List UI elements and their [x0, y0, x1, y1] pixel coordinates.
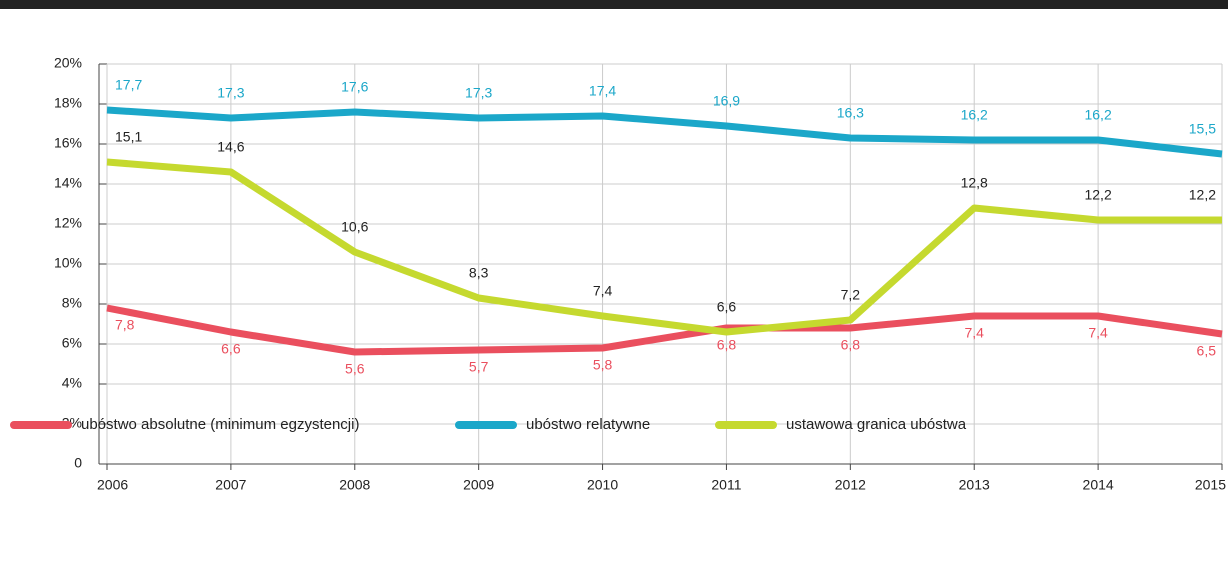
y-tick-label: 0 [74, 455, 82, 471]
x-tick-label: 2008 [339, 477, 370, 493]
data-label: 17,6 [341, 79, 368, 95]
legend-label: ustawowa granica ubóstwa [786, 416, 967, 433]
data-label: 16,2 [961, 107, 988, 123]
data-label: 10,6 [341, 219, 368, 235]
data-label: 15,1 [115, 129, 142, 145]
series-line [106, 158, 1222, 336]
data-label: 6,6 [221, 341, 241, 357]
y-tick-label: 4% [62, 375, 82, 391]
data-label: 12,8 [961, 175, 988, 191]
data-label: 7,4 [593, 283, 613, 299]
x-tick-label: 2007 [215, 477, 246, 493]
x-tick-label: 2013 [959, 477, 990, 493]
data-label: 12,2 [1084, 187, 1111, 203]
x-tick-label: 2012 [835, 477, 866, 493]
data-label: 6,8 [717, 337, 737, 353]
data-label: 5,7 [469, 359, 489, 375]
data-label: 6,6 [717, 299, 737, 315]
series-line [106, 304, 1223, 356]
y-tick-label: 20% [54, 55, 82, 71]
data-label: 12,2 [1189, 187, 1216, 203]
y-tick-label: 8% [62, 295, 82, 311]
x-tick-label: 2010 [587, 477, 618, 493]
legend-label: ubóstwo relatywne [526, 416, 650, 433]
data-label: 14,6 [217, 139, 244, 155]
x-tick-label: 2009 [463, 477, 494, 493]
legend-label: ubóstwo absolutne (minimum egzystencji) [81, 416, 359, 433]
data-label: 16,9 [713, 93, 740, 109]
data-label: 7,4 [1088, 325, 1108, 341]
y-tick-label: 16% [54, 135, 82, 151]
series-line [106, 106, 1223, 158]
y-tick-label: 18% [54, 95, 82, 111]
x-tick-label: 2015 [1195, 477, 1226, 493]
data-label: 16,3 [837, 105, 864, 121]
x-tick-label: 2014 [1083, 477, 1114, 493]
data-label: 17,4 [589, 83, 616, 99]
data-label: 8,3 [469, 265, 489, 281]
y-tick-label: 6% [62, 335, 82, 351]
x-tick-label: 2011 [711, 477, 741, 493]
data-label: 6,8 [841, 337, 861, 353]
data-label: 5,6 [345, 361, 365, 377]
top-bar [0, 0, 1228, 9]
data-label: 7,4 [964, 325, 984, 341]
x-tick-label: 2006 [97, 477, 128, 493]
data-label: 17,3 [465, 85, 492, 101]
data-label: 16,2 [1084, 107, 1111, 123]
data-label: 17,7 [115, 77, 142, 93]
y-tick-label: 12% [54, 215, 82, 231]
data-label: 6,5 [1197, 343, 1217, 359]
y-tick-label: 14% [54, 175, 82, 191]
data-label: 17,3 [217, 85, 244, 101]
y-tick-label: 10% [54, 255, 82, 271]
data-label: 7,2 [841, 287, 861, 303]
data-label: 7,8 [115, 317, 135, 333]
data-label: 15,5 [1189, 121, 1216, 137]
data-label: 5,8 [593, 357, 613, 373]
